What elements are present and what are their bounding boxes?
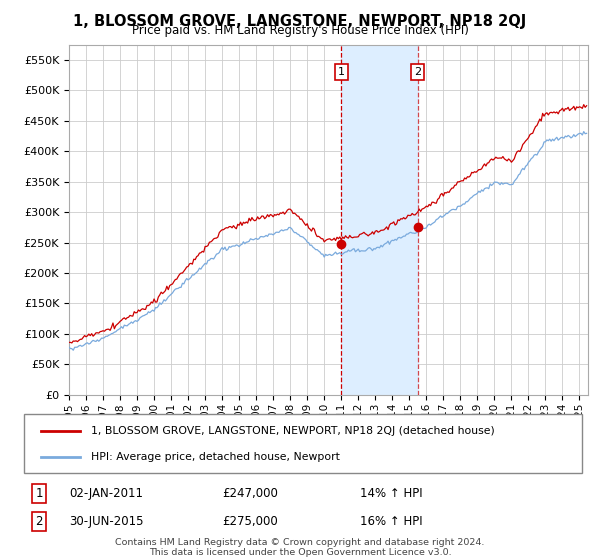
Text: HPI: Average price, detached house, Newport: HPI: Average price, detached house, Newp… [91,452,340,462]
Text: 02-JAN-2011: 02-JAN-2011 [69,487,143,501]
Text: 30-JUN-2015: 30-JUN-2015 [69,515,143,529]
Text: 1: 1 [338,67,345,77]
Text: 16% ↑ HPI: 16% ↑ HPI [360,515,422,529]
Text: 2: 2 [414,67,421,77]
Text: £275,000: £275,000 [222,515,278,529]
Text: Price paid vs. HM Land Registry's House Price Index (HPI): Price paid vs. HM Land Registry's House … [131,24,469,37]
Text: 1, BLOSSOM GROVE, LANGSTONE, NEWPORT, NP18 2QJ (detached house): 1, BLOSSOM GROVE, LANGSTONE, NEWPORT, NP… [91,426,495,436]
Text: £247,000: £247,000 [222,487,278,501]
Text: 1: 1 [35,487,43,501]
Text: 1, BLOSSOM GROVE, LANGSTONE, NEWPORT, NP18 2QJ: 1, BLOSSOM GROVE, LANGSTONE, NEWPORT, NP… [73,14,527,29]
Bar [341,45,418,395]
Text: Contains HM Land Registry data © Crown copyright and database right 2024.
This d: Contains HM Land Registry data © Crown c… [115,538,485,557]
Text: 2: 2 [35,515,43,529]
FancyBboxPatch shape [24,414,582,473]
Text: 14% ↑ HPI: 14% ↑ HPI [360,487,422,501]
